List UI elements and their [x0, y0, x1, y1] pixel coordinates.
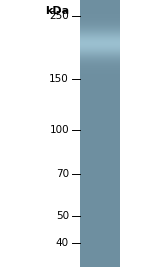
Text: 50: 50: [56, 211, 69, 221]
Bar: [80, 0, 120, 267]
Text: 40: 40: [56, 238, 69, 248]
Text: 70: 70: [56, 169, 69, 179]
Text: kDa: kDa: [45, 6, 69, 16]
Text: 250: 250: [49, 11, 69, 21]
Text: 100: 100: [49, 125, 69, 135]
Text: 150: 150: [49, 74, 69, 84]
